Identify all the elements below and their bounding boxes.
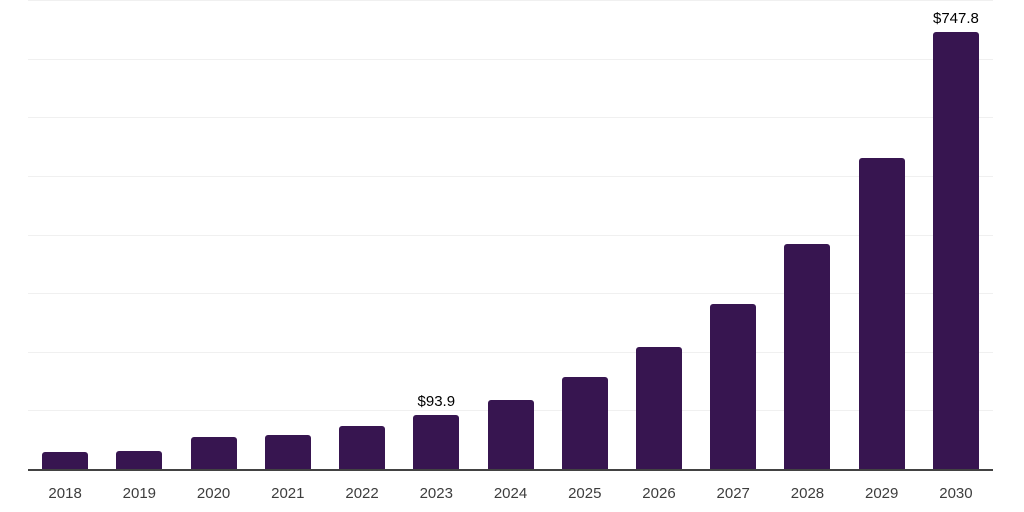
- bar-2028: [784, 244, 831, 470]
- bars-row: $93.9 $747.8: [28, 1, 993, 470]
- bar-2023: [413, 414, 460, 470]
- bar-column-2023: $93.9: [399, 1, 473, 470]
- bar-column-2029: [845, 1, 919, 470]
- bar-2029: [858, 158, 905, 470]
- bar-value-label-2030: $747.8: [932, 9, 979, 27]
- x-tick-2028: 2028: [790, 485, 825, 502]
- x-tick-2024: 2024: [493, 485, 528, 502]
- x-tick-2021: 2021: [271, 485, 305, 502]
- gridline-400: [28, 234, 993, 236]
- x-tick-2029: 2029: [865, 485, 899, 502]
- x-tick-2019: 2019: [122, 485, 157, 502]
- bar-column-2022: [325, 1, 399, 470]
- x-tick-2018: 2018: [48, 485, 82, 502]
- x-tick-2027: 2027: [716, 485, 750, 502]
- gridline-300: [28, 293, 993, 295]
- bar-column-2027: [696, 1, 770, 470]
- bar-column-2030: $747.8: [919, 1, 993, 470]
- bar-2018: [42, 452, 89, 470]
- bar-2026: [635, 346, 682, 470]
- gridline-800: [28, 0, 993, 1]
- bar-2020: [190, 437, 237, 470]
- gridline-700: [28, 58, 993, 60]
- plot-area: $93.9 $747.8: [28, 0, 993, 471]
- bar-2019: [116, 451, 163, 470]
- x-tick-2026: 2026: [642, 485, 676, 502]
- bar-2024: [487, 399, 534, 470]
- bar-column-2028: [770, 1, 844, 470]
- bar-column-2025: [548, 1, 622, 470]
- gridline-200: [28, 351, 993, 353]
- bar-2021: [264, 435, 311, 470]
- bar-column-2026: [622, 1, 696, 470]
- x-tick-2030: 2030: [939, 485, 973, 502]
- bar-column-2020: [176, 1, 250, 470]
- x-axis-line: [28, 469, 993, 471]
- bar-column-2021: [251, 1, 325, 470]
- bar-2022: [339, 425, 386, 470]
- x-tick-2023: 2023: [419, 485, 453, 502]
- x-tick-2025: 2025: [568, 485, 602, 502]
- bar-value-label-2023: $93.9: [417, 392, 456, 410]
- bar-column-2024: [473, 1, 547, 470]
- gridline-600: [28, 117, 993, 119]
- bar-2025: [561, 377, 608, 470]
- x-axis-labels: 2018 2019 2020 2021 2022 2023 2024 2025 2026 2027…: [28, 483, 993, 505]
- bar-2027: [710, 304, 757, 470]
- x-tick-2022: 2022: [345, 485, 379, 502]
- bar-column-2019: [102, 1, 176, 470]
- gridline-500: [28, 175, 993, 177]
- bar-column-2018: [28, 1, 102, 470]
- bar-2030: [932, 31, 979, 470]
- x-tick-2020: 2020: [196, 485, 231, 502]
